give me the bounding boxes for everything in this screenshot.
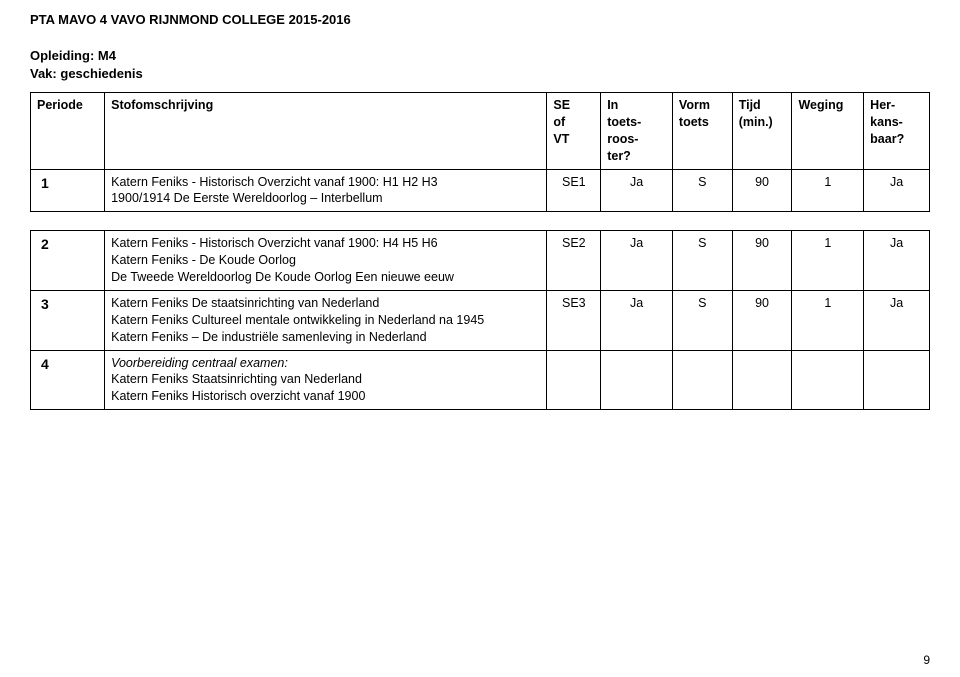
cell-se [547, 350, 601, 410]
cell-tijd: 90 [732, 231, 792, 291]
cell-stof: Voorbereiding centraal examen: Katern Fe… [105, 350, 547, 410]
cell-rooster [601, 350, 673, 410]
cell-periode: 3 [31, 290, 105, 350]
col-tijd: Tijd (min.) [732, 93, 792, 170]
cell-weging [792, 350, 864, 410]
table-row: 2 Katern Feniks - Historisch Overzicht v… [31, 231, 930, 291]
cell-herk [864, 350, 930, 410]
opleiding-value: M4 [98, 48, 116, 63]
cell-tijd [732, 350, 792, 410]
cell-se: SE1 [547, 169, 601, 212]
exam-prep-line: Katern Feniks Historisch overzicht vanaf… [111, 389, 365, 403]
cell-tijd: 90 [732, 290, 792, 350]
table-row: 4 Voorbereiding centraal examen: Katern … [31, 350, 930, 410]
vak-line: Vak: geschiedenis [30, 65, 930, 83]
course-meta: Opleiding: M4 Vak: geschiedenis [30, 47, 930, 82]
vak-value: geschiedenis [60, 66, 142, 81]
col-vorm: Vorm toets [672, 93, 732, 170]
cell-rooster: Ja [601, 290, 673, 350]
table-gap [30, 212, 930, 230]
cell-vorm: S [672, 290, 732, 350]
cell-se: SE3 [547, 290, 601, 350]
page-title: PTA MAVO 4 VAVO RIJNMOND COLLEGE 2015-20… [30, 12, 930, 27]
col-rooster: In toets- roos- ter? [601, 93, 673, 170]
table-row: 3 Katern Feniks De staatsinrichting van … [31, 290, 930, 350]
cell-periode: 4 [31, 350, 105, 410]
cell-stof: Katern Feniks - Historisch Overzicht van… [105, 231, 547, 291]
col-se: SE of VT [547, 93, 601, 170]
pta-table-1: Periode Stofomschrijving SE of VT In toe… [30, 92, 930, 212]
col-periode: Periode [31, 93, 105, 170]
table-header-row: Periode Stofomschrijving SE of VT In toe… [31, 93, 930, 170]
col-stof: Stofomschrijving [105, 93, 547, 170]
cell-herk: Ja [864, 290, 930, 350]
col-herk: Her- kans- baar? [864, 93, 930, 170]
cell-rooster: Ja [601, 231, 673, 291]
cell-weging: 1 [792, 169, 864, 212]
exam-prep-label: Voorbereiding centraal examen: [111, 356, 288, 370]
cell-herk: Ja [864, 169, 930, 212]
cell-stof: Katern Feniks De staatsinrichting van Ne… [105, 290, 547, 350]
col-weging: Weging [792, 93, 864, 170]
cell-vorm: S [672, 231, 732, 291]
cell-tijd: 90 [732, 169, 792, 212]
cell-se: SE2 [547, 231, 601, 291]
opleiding-label: Opleiding: [30, 48, 94, 63]
cell-vorm: S [672, 169, 732, 212]
cell-weging: 1 [792, 231, 864, 291]
exam-prep-line: Katern Feniks Staatsinrichting van Neder… [111, 372, 362, 386]
cell-herk: Ja [864, 231, 930, 291]
pta-table-2: 2 Katern Feniks - Historisch Overzicht v… [30, 230, 930, 410]
cell-vorm [672, 350, 732, 410]
cell-periode: 1 [31, 169, 105, 212]
cell-stof: Katern Feniks - Historisch Overzicht van… [105, 169, 547, 212]
cell-weging: 1 [792, 290, 864, 350]
page-number: 9 [923, 653, 930, 667]
opleiding-line: Opleiding: M4 [30, 47, 930, 65]
vak-label: Vak: [30, 66, 57, 81]
cell-rooster: Ja [601, 169, 673, 212]
table-row: 1 Katern Feniks - Historisch Overzicht v… [31, 169, 930, 212]
page: PTA MAVO 4 VAVO RIJNMOND COLLEGE 2015-20… [0, 0, 960, 677]
cell-periode: 2 [31, 231, 105, 291]
